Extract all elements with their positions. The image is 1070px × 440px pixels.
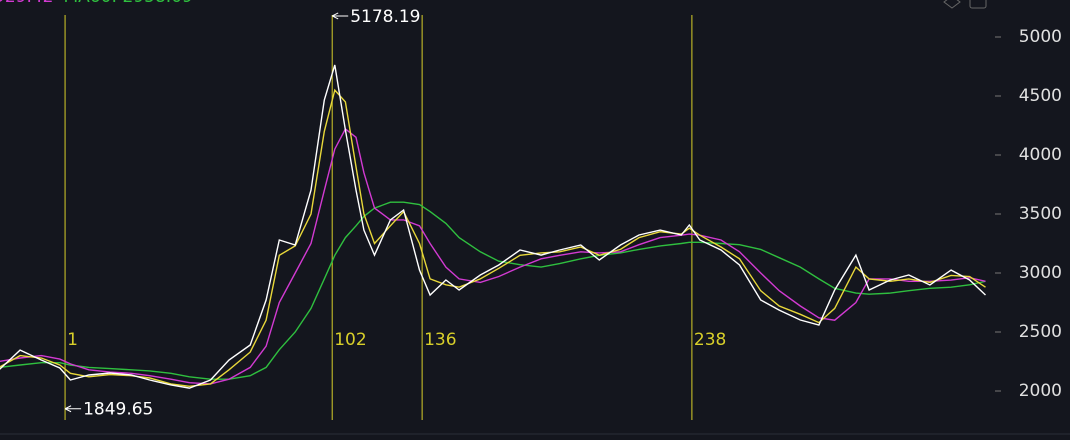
ma-line <box>0 88 986 388</box>
ma-line <box>0 201 986 380</box>
marker-label: 102 <box>334 330 366 350</box>
y-tick-label: 5000 <box>1019 27 1062 47</box>
y-tick-label: 2000 <box>1019 381 1062 401</box>
ma-line <box>0 127 986 385</box>
annotation-arrow <box>331 12 349 20</box>
header-text: MA60: 2958.09 <box>63 0 192 7</box>
icon[interactable] <box>943 0 961 9</box>
y-tick-label: 3000 <box>1019 263 1062 283</box>
y-tick-label: 2500 <box>1019 322 1062 342</box>
header-text: 929.42 <box>0 0 53 7</box>
marker-label: 238 <box>694 330 726 350</box>
icon[interactable] <box>969 0 987 9</box>
y-tick-label: 4500 <box>1019 86 1062 106</box>
annotation-label: 1849.65 <box>83 400 153 420</box>
marker-label: 136 <box>424 330 456 350</box>
ma-line <box>0 64 986 389</box>
y-tick-label: 4000 <box>1019 145 1062 165</box>
marker-label: 1 <box>67 330 78 350</box>
annotation-arrow <box>64 405 82 413</box>
y-tick-label: 3500 <box>1019 204 1062 224</box>
annotation-label: 5178.19 <box>350 7 420 27</box>
toolbar-icons[interactable] <box>943 0 987 9</box>
